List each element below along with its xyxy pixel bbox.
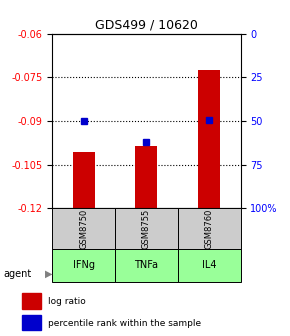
Text: GSM8755: GSM8755: [142, 208, 151, 249]
Text: IFNg: IFNg: [72, 260, 95, 270]
Text: log ratio: log ratio: [48, 297, 86, 306]
FancyBboxPatch shape: [52, 249, 115, 282]
FancyBboxPatch shape: [178, 208, 241, 249]
FancyBboxPatch shape: [52, 208, 115, 249]
Text: ▶: ▶: [45, 269, 52, 279]
Bar: [198, 70, 220, 208]
Text: GSM8760: GSM8760: [205, 208, 214, 249]
Text: agent: agent: [3, 269, 31, 279]
Bar: [22, 315, 41, 331]
Bar: [72, 152, 95, 208]
FancyBboxPatch shape: [115, 208, 178, 249]
Text: TNFa: TNFa: [135, 260, 158, 270]
Text: percentile rank within the sample: percentile rank within the sample: [48, 319, 202, 328]
FancyBboxPatch shape: [178, 249, 241, 282]
Title: GDS499 / 10620: GDS499 / 10620: [95, 18, 198, 31]
Text: IL4: IL4: [202, 260, 217, 270]
Text: GSM8750: GSM8750: [79, 208, 88, 249]
Bar: [135, 146, 157, 208]
Bar: [22, 293, 41, 308]
FancyBboxPatch shape: [115, 249, 178, 282]
